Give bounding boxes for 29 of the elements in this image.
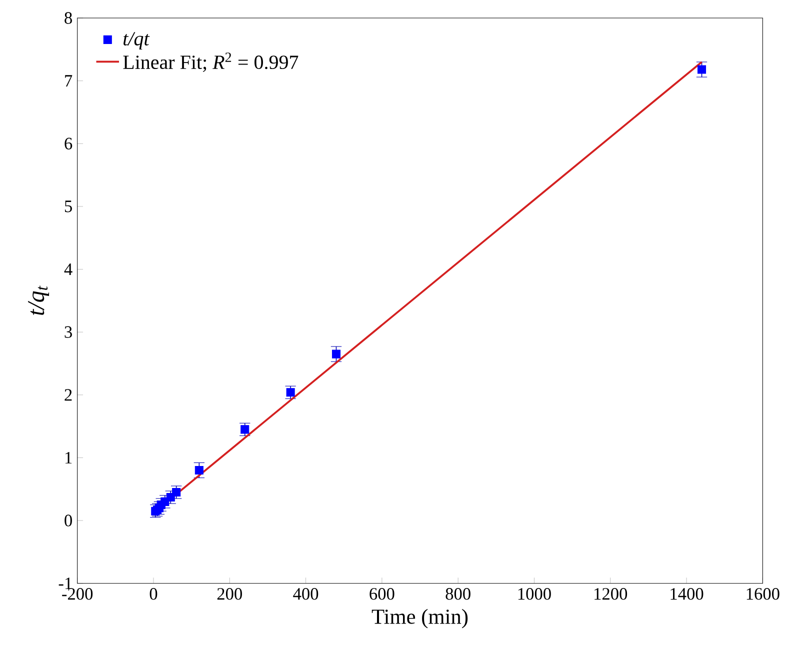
x-tick-label: 800 — [446, 588, 470, 600]
x-tick-label: 600 — [370, 588, 394, 600]
y-axis-title: t/q$_{t}$ — [28, 286, 50, 315]
x-tick-label: 400 — [293, 588, 318, 600]
y-tick-label: 6 — [64, 138, 72, 150]
x-axis-title: Time (min) — [372, 608, 468, 628]
x-tick-label: 1600 — [746, 588, 780, 600]
x-tick-label: -200 — [62, 588, 93, 600]
y-tick-label: 7 — [65, 75, 72, 86]
y-tick-label: 0 — [64, 514, 72, 526]
point — [240, 425, 250, 434]
point — [697, 65, 706, 74]
y-tick-label: -1 — [58, 578, 72, 590]
y-tick-label: 3 — [64, 326, 72, 338]
point — [332, 350, 341, 358]
y-tick-label: 8 — [64, 12, 72, 24]
point — [286, 388, 295, 397]
y-tick-label: 1 — [65, 452, 72, 464]
x-tick-label: 1000 — [518, 588, 551, 600]
legend-label: t/qt — [123, 32, 150, 50]
x-tick-label: 1200 — [594, 588, 628, 600]
y-tick-label: 4 — [64, 264, 72, 275]
point — [194, 466, 204, 475]
x-tick-label: 1400 — [670, 588, 704, 600]
x-tick-label: 0 — [150, 588, 158, 600]
legend-label: Linear Fit; R$^{2}$ = 0.997 — [123, 52, 298, 72]
y-tick-label: 5 — [64, 200, 72, 212]
x-tick-label: 200 — [217, 588, 242, 600]
y-tick-label: 2 — [64, 389, 72, 401]
